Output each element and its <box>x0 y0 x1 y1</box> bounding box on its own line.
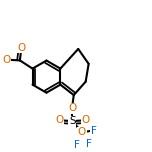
Text: F: F <box>86 139 92 149</box>
Text: O: O <box>55 115 63 125</box>
Text: S: S <box>69 116 76 126</box>
Text: O: O <box>81 115 90 125</box>
Text: O: O <box>68 104 76 114</box>
Text: O: O <box>78 127 86 137</box>
Text: F: F <box>74 140 80 150</box>
Text: O: O <box>17 43 26 53</box>
Text: O: O <box>2 55 11 65</box>
Text: F: F <box>91 126 97 136</box>
